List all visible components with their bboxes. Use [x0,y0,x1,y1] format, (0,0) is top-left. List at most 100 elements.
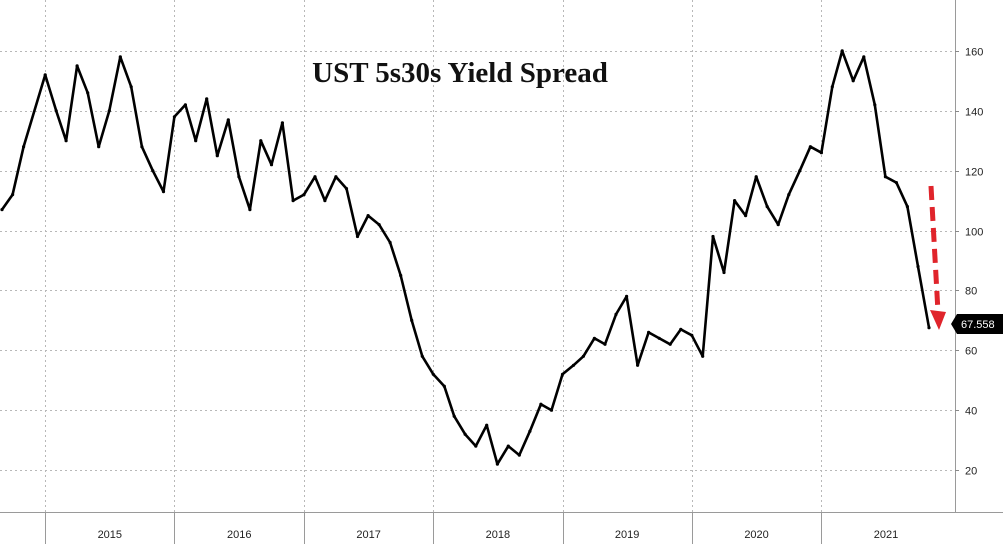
data-point [248,208,252,212]
data-point [151,169,155,173]
data-point [43,73,47,77]
plot-frame [0,0,1003,513]
data-point [388,240,392,245]
data-point [86,91,90,95]
data-point [237,175,241,179]
data-point [54,109,58,113]
data-point [798,169,802,173]
data-point [226,118,230,122]
data-point [97,145,101,149]
data-point [107,109,111,113]
data-point [840,49,844,53]
data-point [679,327,683,331]
data-point [140,145,144,149]
data-point [161,190,166,194]
down-arrow-annotation [928,185,946,330]
data-point [808,145,813,149]
data-point [905,205,910,209]
data-point [765,205,769,209]
y-tick-label: 20 [965,466,977,478]
data-point [259,139,263,143]
data-point [819,151,824,155]
data-point [118,55,122,59]
data-point [75,64,79,68]
data-point [549,408,554,412]
data-point [291,199,295,203]
data-point [495,462,499,466]
data-point [701,354,705,358]
data-point [581,354,586,358]
data-point [916,264,920,269]
data-point [517,453,521,457]
data-point [657,336,661,340]
data-point [194,139,198,143]
x-tick-label: 2021 [874,529,898,541]
data-point [647,330,651,334]
data-point [851,79,855,83]
y-tick-label: 80 [965,286,977,298]
data-point [442,384,446,388]
x-tick-label: 2018 [486,529,510,541]
data-point [205,97,209,101]
data-point [733,199,737,203]
data-point [420,354,424,358]
data-point [883,175,888,179]
y-tick-label: 60 [965,346,977,358]
data-point [215,154,219,158]
data-point [302,193,306,197]
data-point [431,372,435,376]
x-tick-label: 2020 [744,529,768,541]
y-tick-label: 40 [965,406,977,418]
data-point [280,121,284,125]
y-tick-label: 140 [965,107,983,119]
data-point [571,363,576,367]
y-tick-label: 100 [965,227,983,239]
data-point [344,187,349,191]
data-point [269,163,274,167]
data-point [592,336,597,340]
data-point [399,273,403,278]
last-value-label: 67.558 [961,319,995,331]
data-point [355,234,360,239]
x-tick-label: 2019 [615,529,639,541]
data-point [690,333,694,337]
series-group [0,49,931,466]
data-point [603,342,607,346]
data-point [313,175,317,179]
data-point [334,175,338,179]
y-axis-ticks: 20 40 60 80 100 120 140 160 [955,47,983,478]
x-tick-label: 2017 [356,529,380,541]
data-point [927,326,931,330]
arrow-dashed-shaft [928,185,941,313]
data-point [625,294,629,298]
grid-lines [0,0,955,512]
data-point [183,103,187,107]
data-point [560,372,565,376]
data-point [506,444,510,448]
data-point [11,193,15,197]
y-tick-label: 120 [965,167,983,179]
data-point [485,423,489,427]
last-value-marker: 67.558 [951,314,1003,334]
data-point [776,223,780,227]
data-point [754,175,758,179]
data-point [787,193,791,197]
chart-title: UST 5s30s Yield Spread [312,57,608,89]
data-point [410,318,414,322]
data-point [636,363,640,367]
data-point [722,270,726,275]
data-point [463,432,467,436]
data-point [172,115,176,119]
x-tick-label: 2016 [227,529,251,541]
data-point [862,55,866,59]
data-point [614,312,618,316]
data-point [0,208,4,212]
data-point [830,85,834,89]
data-point [539,402,543,406]
series-line [0,49,931,466]
data-point [22,145,26,149]
data-point [323,199,327,203]
x-tick-label: 2015 [98,529,122,541]
arrow-head [930,310,946,330]
